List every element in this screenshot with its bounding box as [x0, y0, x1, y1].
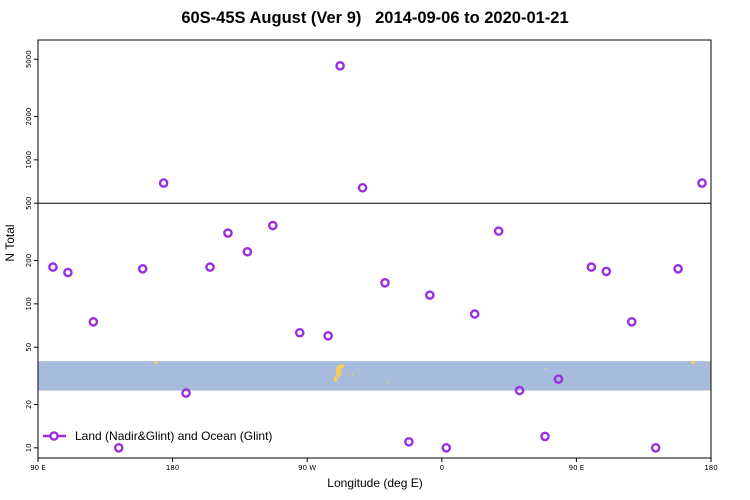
- data-point: [514, 385, 525, 396]
- data-point: [268, 220, 278, 231]
- data-point: [205, 262, 215, 272]
- y-axis-label: N Total: [3, 224, 17, 262]
- data-point: [380, 278, 390, 288]
- data-points: [48, 61, 707, 453]
- data-point: [335, 61, 345, 71]
- data-point: [626, 317, 637, 327]
- data-point: [137, 264, 148, 274]
- data-point: [493, 226, 504, 236]
- data-point: [294, 327, 305, 338]
- data-point: [586, 262, 597, 272]
- data-point: [323, 330, 333, 341]
- chart-title: 60S-45S August (Ver 9) 2014-09-06 to 202…: [181, 9, 569, 27]
- data-point: [601, 266, 612, 277]
- plot-frame: [37, 39, 712, 459]
- y-tick-label: 20: [25, 400, 33, 409]
- data-point: [357, 182, 368, 193]
- land-shape: [338, 364, 345, 369]
- legend-label: Land (Nadir&Glint) and Ocean (Glint): [75, 429, 272, 443]
- data-point: [181, 388, 191, 398]
- y-tick-label: 100: [25, 297, 33, 310]
- data-point: [441, 443, 452, 453]
- x-tick-label: 180: [166, 464, 179, 472]
- land-features: [154, 361, 696, 384]
- x-tick-label: 90 W: [298, 464, 316, 472]
- data-point: [540, 431, 550, 442]
- legend-point-marker: [49, 431, 59, 441]
- y-axis: 10 20 50 100 200 500 1000 2000 5000: [25, 50, 38, 452]
- y-tick-label: 1000: [25, 151, 33, 169]
- data-point: [404, 437, 414, 447]
- y-tick-label: 10: [25, 443, 33, 452]
- data-point: [158, 178, 169, 188]
- land-shape: [387, 381, 389, 384]
- x-tick-label: 90 E: [30, 464, 46, 472]
- x-axis-label: Longitude (deg E): [327, 476, 423, 490]
- data-point: [553, 374, 564, 384]
- data-point: [673, 264, 683, 274]
- land-shape: [544, 367, 546, 370]
- data-point: [650, 443, 661, 453]
- land-shape: [154, 361, 158, 365]
- x-tick-label: 90 E: [569, 464, 585, 472]
- y-tick-label: 50: [25, 343, 33, 352]
- x-tick-label: 180: [704, 464, 717, 472]
- shaded-band: [38, 361, 711, 391]
- y-tick-label: 200: [25, 254, 33, 267]
- data-point: [48, 262, 58, 272]
- y-tick-label: 5000: [25, 50, 33, 68]
- data-point: [113, 443, 124, 453]
- land-shape: [333, 376, 338, 383]
- land-shape: [335, 365, 342, 378]
- data-point: [63, 267, 73, 278]
- y-tick-label: 500: [25, 197, 33, 210]
- data-point: [425, 290, 435, 300]
- x-tick-label: 0: [440, 464, 444, 472]
- data-point: [223, 228, 233, 238]
- data-point: [88, 317, 99, 327]
- y-tick-label: 2000: [25, 108, 33, 126]
- land-shape: [691, 361, 696, 365]
- data-point: [469, 309, 480, 319]
- land-shape: [351, 374, 354, 377]
- legend: Land (Nadir&Glint) and Ocean (Glint): [43, 429, 272, 443]
- data-point: [242, 246, 253, 257]
- x-axis: 90 E 180 90 W 0 90 E 180: [30, 458, 718, 472]
- data-point: [697, 178, 707, 188]
